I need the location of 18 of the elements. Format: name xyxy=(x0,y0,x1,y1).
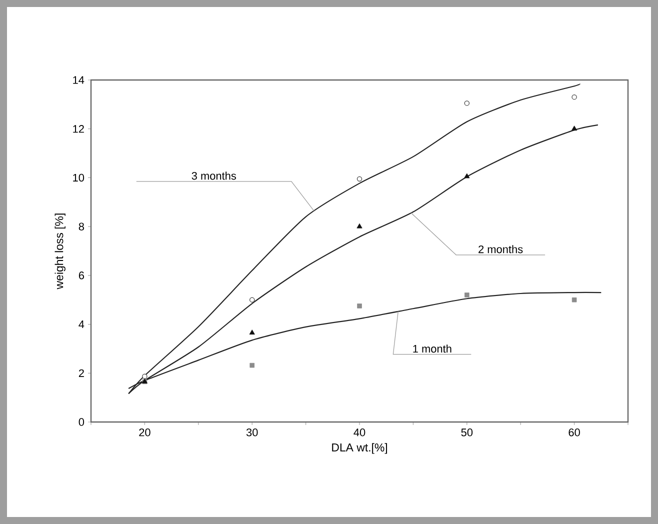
y-tick-label: 14 xyxy=(73,76,84,84)
y-tick-label: 2 xyxy=(78,369,84,377)
y-axis-title: weight loss [%] xyxy=(54,214,66,290)
annotation: 2 months xyxy=(478,245,523,254)
y-tick-label: 0 xyxy=(78,418,84,426)
x-tick-label: 40 xyxy=(354,428,366,436)
y-tick-label: 12 xyxy=(73,125,84,133)
x-axis-title: DLA wt.[%] xyxy=(332,443,387,454)
annotation: 1 month xyxy=(413,344,452,353)
y-tick-label: 4 xyxy=(78,320,84,328)
y-tick-label: 10 xyxy=(73,174,84,182)
y-tick-label: 8 xyxy=(78,222,84,230)
annotation: 3 months xyxy=(192,172,236,180)
x-tick-label: 50 xyxy=(461,428,473,436)
x-tick-label: 60 xyxy=(568,428,580,436)
x-tick-label: 20 xyxy=(139,428,150,436)
x-tick-label: 30 xyxy=(246,428,258,436)
y-tick-label: 6 xyxy=(78,272,84,280)
